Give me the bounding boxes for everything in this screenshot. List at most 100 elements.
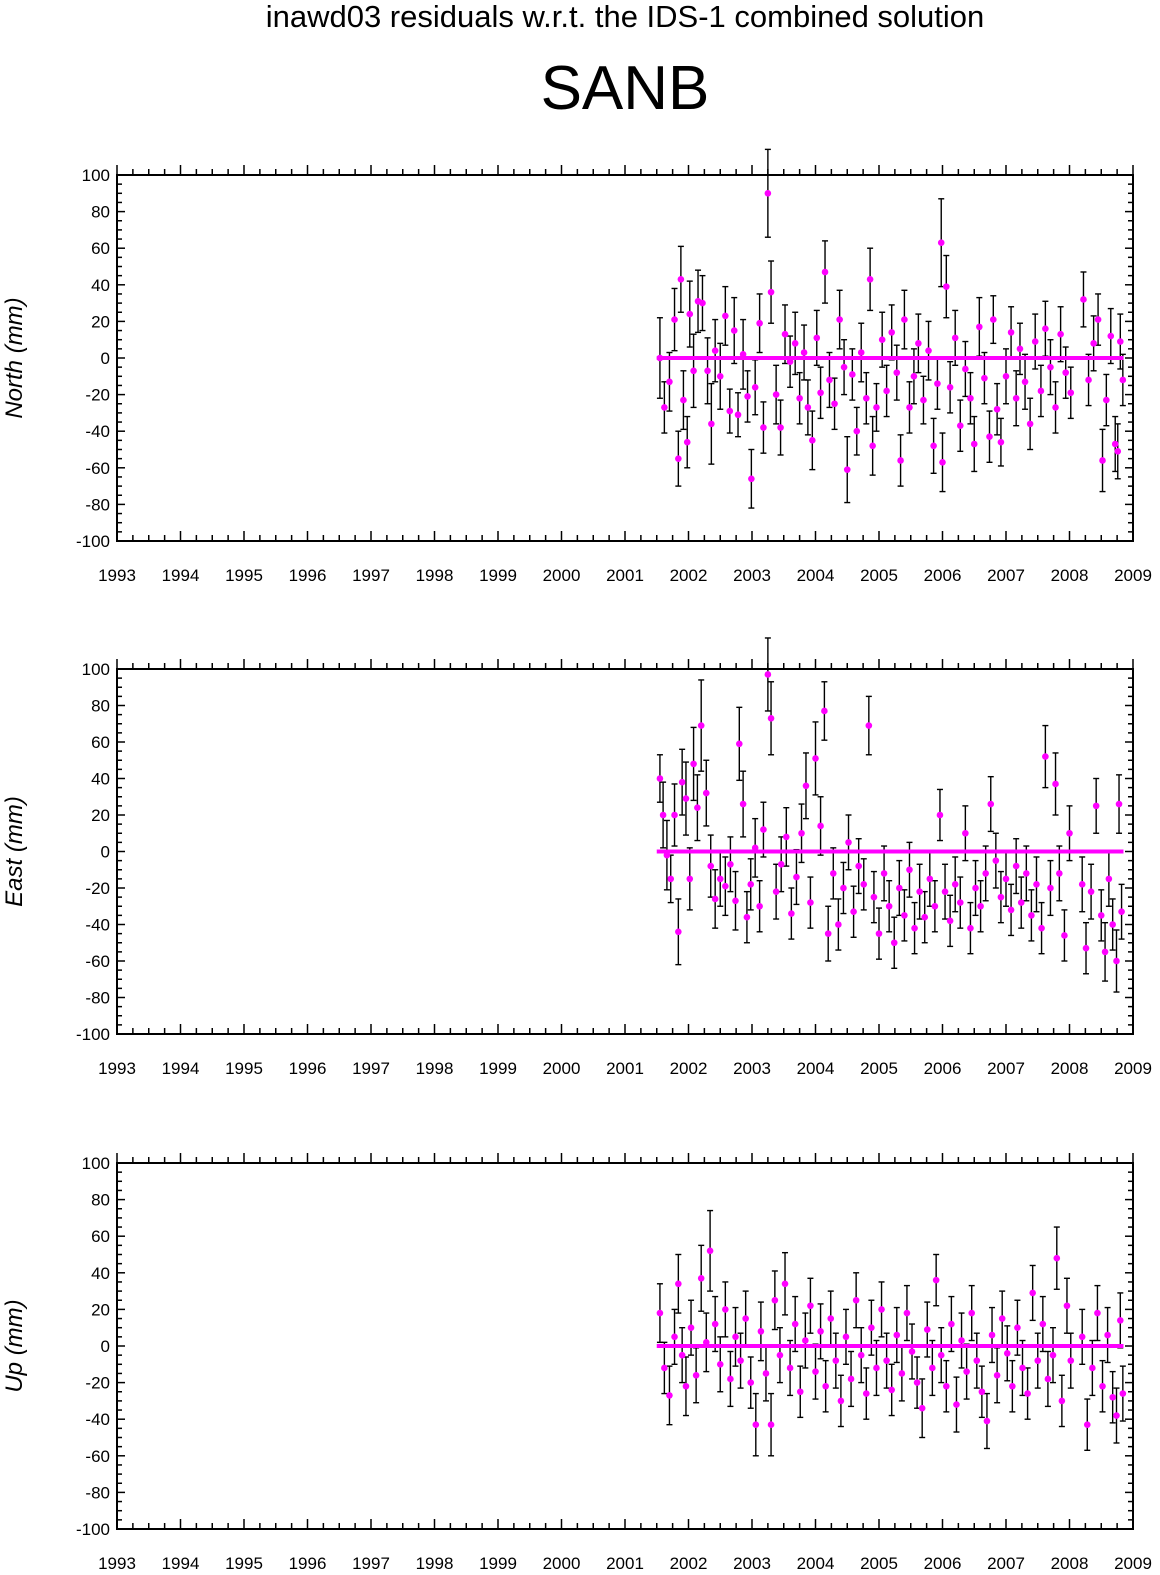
data-point — [722, 1306, 729, 1313]
data-point — [930, 442, 937, 450]
data-point — [963, 1368, 970, 1375]
x-tick-label: 1996 — [289, 566, 327, 585]
y-tick-label: -80 — [85, 1483, 110, 1502]
x-tick-label: 2006 — [924, 1554, 962, 1573]
data-point — [840, 884, 847, 892]
data-point — [732, 1333, 739, 1341]
data-point — [962, 365, 969, 373]
data-point — [663, 851, 671, 859]
y-tick-label: 60 — [91, 239, 110, 258]
data-point — [870, 893, 878, 901]
panel-north: 100 80 60 40 20 0 -20 -40 -60 -80 -100 1993 1994 1995… — [1, 148, 1152, 585]
data-point — [739, 800, 747, 808]
y-tick-label: 100 — [82, 1154, 110, 1173]
x-tick-label: 2008 — [1051, 566, 1089, 585]
data-point — [793, 873, 800, 881]
x-tick-label: 1997 — [352, 1554, 390, 1573]
data-point — [988, 1331, 996, 1339]
data-point — [1061, 932, 1068, 939]
data-point — [727, 860, 734, 868]
data-point — [777, 860, 785, 868]
data-point — [807, 1302, 814, 1310]
data-point — [817, 822, 824, 830]
data-point — [836, 316, 843, 323]
data-point — [1047, 884, 1054, 892]
x-tick-label: 2008 — [1051, 1059, 1089, 1078]
data-point — [706, 1247, 714, 1255]
data-point — [751, 383, 759, 391]
data-point — [711, 1320, 719, 1328]
data-point — [1083, 1421, 1091, 1428]
data-point — [726, 407, 734, 415]
data-point — [807, 899, 814, 906]
data-point — [704, 367, 711, 375]
data-point — [896, 884, 903, 892]
y-tick-label: 60 — [91, 1227, 110, 1246]
data-point — [869, 442, 876, 450]
data-point — [781, 330, 789, 338]
panel-east: 100 80 60 40 20 0 -20 -40 -60 -80 -100 1993 1994 1995… — [1, 637, 1152, 1078]
data-point — [875, 930, 883, 937]
data-point — [1062, 369, 1069, 376]
chart-title: inawd03 residuals w.r.t. the IDS-1 combi… — [265, 0, 985, 34]
data-point — [929, 1364, 936, 1372]
data-point — [821, 707, 828, 715]
data-point — [1049, 1351, 1057, 1359]
data-point — [694, 804, 701, 811]
data-point — [1019, 1364, 1026, 1372]
data-point — [847, 1375, 855, 1383]
data-point — [1012, 862, 1020, 870]
x-tick-label: 2000 — [543, 1554, 581, 1573]
data-point — [1016, 345, 1024, 353]
data-point — [666, 1392, 673, 1399]
data-point — [756, 902, 763, 910]
data-point — [656, 354, 664, 362]
data-point — [727, 1375, 734, 1383]
data-point — [1090, 340, 1097, 347]
data-point — [931, 902, 939, 910]
data-point — [1109, 921, 1116, 928]
x-tick-label: 1997 — [352, 1059, 390, 1078]
data-point — [762, 1370, 770, 1377]
data-point — [716, 1361, 724, 1368]
data-point — [656, 775, 664, 782]
data-point — [1097, 912, 1105, 919]
data-point — [1111, 440, 1119, 448]
x-tick-label: 1999 — [479, 566, 517, 585]
data-point — [986, 433, 993, 440]
data-point — [1021, 378, 1029, 386]
x-tick-label: 1994 — [162, 1059, 200, 1078]
data-point — [1094, 1309, 1101, 1317]
data-point — [802, 1337, 809, 1344]
data-point — [1067, 389, 1075, 397]
x-tick-label: 1998 — [416, 566, 454, 585]
data-point — [1017, 899, 1025, 906]
y-tick-label: 20 — [91, 806, 110, 825]
x-tick-label: 1993 — [98, 1059, 136, 1078]
data-point — [817, 389, 824, 397]
data-point — [1037, 387, 1045, 395]
data-point — [973, 1357, 981, 1364]
data-point — [873, 404, 880, 411]
data-point — [997, 438, 1005, 446]
data-point — [817, 1328, 824, 1335]
data-point — [796, 394, 803, 402]
x-tick-label: 1996 — [289, 1059, 327, 1078]
y-axis-label: East (mm) — [1, 796, 28, 907]
data-point — [1107, 332, 1115, 340]
data-point — [897, 457, 904, 464]
data-point — [760, 424, 767, 431]
data-point — [791, 1320, 799, 1328]
data-point — [956, 422, 964, 430]
data-point — [970, 440, 978, 448]
y-tick-label: -40 — [85, 422, 110, 441]
data-point — [866, 276, 874, 283]
x-tick-label: 2004 — [797, 566, 835, 585]
data-point — [883, 387, 890, 395]
data-point — [915, 340, 922, 347]
data-point — [809, 437, 816, 444]
data-point — [821, 268, 829, 276]
data-point — [752, 1421, 760, 1428]
data-point — [1099, 457, 1106, 464]
data-point — [855, 862, 862, 870]
